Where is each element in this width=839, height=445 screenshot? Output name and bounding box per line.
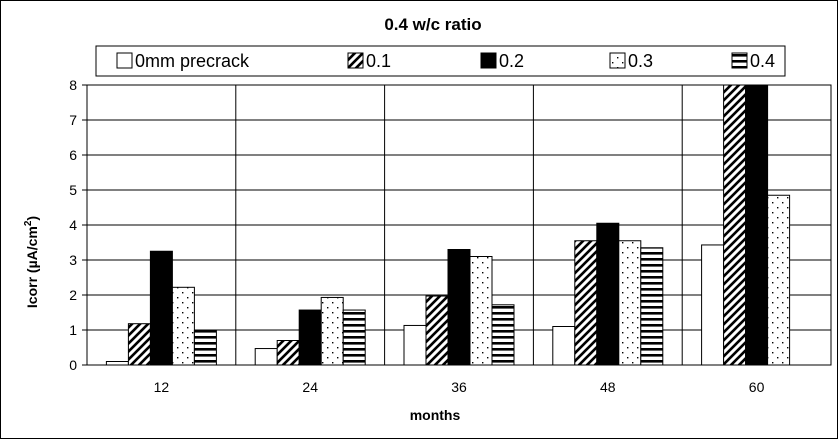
bar	[425, 295, 449, 366]
y-axis-title: Icorr (µA/cm2)	[23, 216, 40, 308]
legend-swatch	[731, 52, 748, 69]
y-tick-label: 7	[69, 112, 77, 128]
legend-label: 0.2	[499, 51, 524, 71]
y-tick-label: 8	[69, 77, 77, 93]
bar	[254, 348, 278, 366]
bar	[149, 250, 173, 366]
bar	[127, 323, 151, 366]
bar	[171, 286, 195, 366]
bar	[574, 240, 598, 366]
bar	[276, 340, 300, 366]
bar	[745, 84, 769, 366]
x-tick-label: 60	[749, 379, 765, 395]
bar	[552, 326, 576, 366]
y-tick-label: 6	[69, 147, 77, 163]
bar	[403, 324, 427, 366]
bars-group	[105, 84, 791, 366]
bar	[723, 84, 747, 366]
bar	[105, 361, 129, 366]
y-tick-label: 1	[69, 322, 77, 338]
x-tick-label: 12	[154, 379, 170, 395]
bar	[596, 222, 620, 366]
bar	[320, 296, 344, 366]
bar	[469, 256, 493, 366]
bar	[342, 309, 366, 366]
legend-label: 0.1	[366, 51, 391, 71]
x-axis: 12 24 36 48 60	[154, 379, 765, 395]
y-tick-label: 4	[69, 217, 77, 233]
bar	[767, 194, 791, 366]
legend-swatch	[347, 52, 364, 69]
x-tick-label: 36	[451, 379, 467, 395]
y-tick-label: 3	[69, 252, 77, 268]
legend: 0mm precrack 0.1 0.2 0.3 0.4	[116, 51, 775, 71]
legend-swatch	[116, 52, 133, 69]
bar	[701, 244, 725, 366]
legend-swatch	[480, 52, 497, 69]
y-tick-label: 0	[69, 357, 77, 373]
legend-box	[95, 45, 786, 77]
y-axis: 0 1 2 3 4 5 6 7 8	[69, 77, 87, 373]
bar	[298, 309, 322, 366]
x-tick-label: 24	[302, 379, 318, 395]
bar	[618, 240, 642, 366]
bar	[447, 249, 471, 366]
x-tick-label: 48	[600, 379, 616, 395]
legend-swatch	[609, 52, 626, 69]
bar	[193, 330, 217, 366]
legend-label: 0.4	[750, 51, 775, 71]
bar	[640, 247, 664, 366]
x-axis-title: months	[410, 407, 461, 423]
y-tick-label: 5	[69, 182, 77, 198]
legend-label: 0mm precrack	[135, 51, 250, 71]
y-tick-label: 2	[69, 287, 77, 303]
chart-title: 0.4 w/c ratio	[384, 15, 481, 34]
bar	[491, 304, 515, 366]
legend-label: 0.3	[628, 51, 653, 71]
